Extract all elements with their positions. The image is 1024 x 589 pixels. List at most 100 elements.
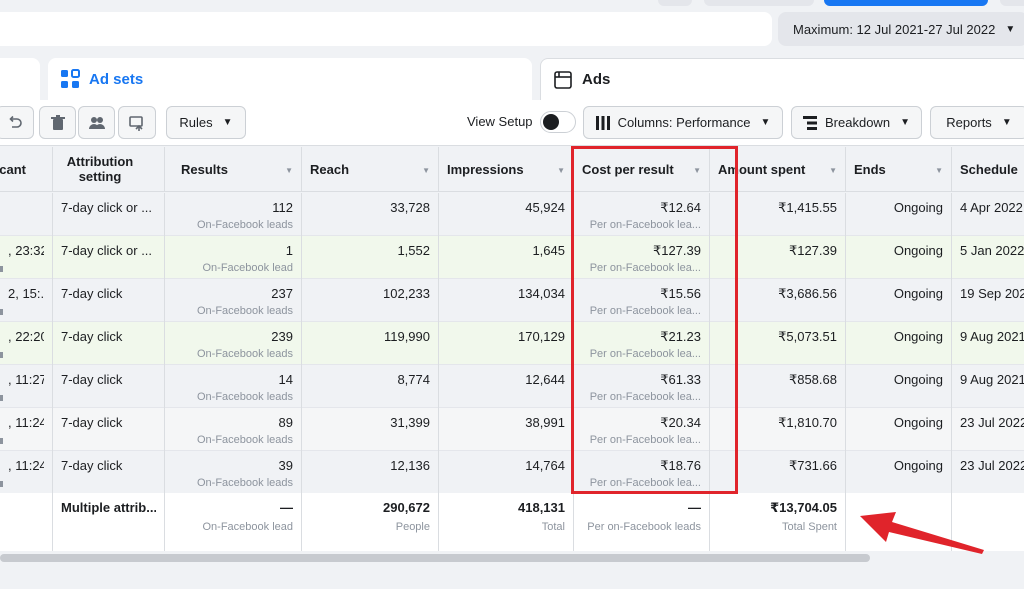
rules-button[interactable]: Rules ▼ bbox=[166, 106, 246, 139]
column-header-delivery[interactable]: cant bbox=[0, 147, 53, 192]
table-row[interactable]: , 22:20 7-day click 239 On-Facebook leads 11… bbox=[0, 322, 1024, 365]
caret-down-icon: ▼ bbox=[760, 117, 771, 128]
cell-value: 170,129 bbox=[518, 329, 565, 344]
column-header-impressions[interactable]: Impressions ▼ bbox=[439, 147, 574, 192]
cell-value: 239 bbox=[271, 329, 293, 344]
sort-icon[interactable]: ▼ bbox=[829, 166, 837, 175]
cell-subtext: On-Facebook leads bbox=[197, 477, 293, 489]
columns-label: Columns: Performance bbox=[617, 115, 751, 130]
cell-reach: 119,990 bbox=[302, 322, 439, 365]
column-header-schedule[interactable]: Schedule bbox=[952, 147, 1024, 192]
header-label: Amount spent bbox=[718, 161, 806, 177]
cell-left: 2, 15:... bbox=[0, 279, 53, 322]
cell-value: Ongoing bbox=[893, 200, 943, 215]
table-row[interactable]: , 11:24 7-day click 39 On-Facebook leads 12,… bbox=[0, 451, 1024, 494]
top-button[interactable] bbox=[1000, 0, 1024, 6]
tab-ad-sets[interactable]: Ad sets bbox=[48, 58, 532, 100]
columns-button[interactable]: Columns: Performance ▼ bbox=[583, 106, 783, 139]
header-label: cant bbox=[0, 161, 26, 177]
tab-campaigns[interactable] bbox=[0, 58, 40, 100]
cell-value: 7-day click bbox=[61, 415, 123, 430]
column-header-results[interactable]: Results ▼ bbox=[165, 147, 302, 192]
view-setup-toggle[interactable] bbox=[540, 111, 576, 133]
cell-left: , 11:24 bbox=[0, 451, 53, 494]
cell-value: ₹15.56 bbox=[660, 286, 701, 301]
reports-button[interactable]: Reports ▼ bbox=[930, 106, 1024, 139]
header-label: Schedule bbox=[960, 161, 1018, 177]
cell-schedule: 23 Jul 2022 bbox=[952, 408, 1024, 451]
totals-amount: ₹13,704.05 bbox=[770, 500, 837, 515]
breakdown-button[interactable]: Breakdown ▼ bbox=[791, 106, 922, 139]
export-button[interactable] bbox=[118, 106, 156, 139]
top-button[interactable] bbox=[658, 0, 692, 6]
cell-results: 237 On-Facebook leads bbox=[165, 279, 302, 322]
sort-icon[interactable]: ▼ bbox=[422, 166, 430, 175]
cell-value: 45,924 bbox=[525, 200, 565, 215]
cell-ends: Ongoing bbox=[846, 322, 952, 365]
date-range-picker[interactable]: Maximum: 12 Jul 2021-27 Jul 2022 ▼ bbox=[778, 12, 1024, 46]
delete-button[interactable] bbox=[39, 106, 76, 139]
table-row[interactable]: , 11:24 7-day click 89 On-Facebook leads 31,… bbox=[0, 408, 1024, 451]
cell-value: 33,728 bbox=[390, 200, 430, 215]
column-header-ends[interactable]: Ends ▼ bbox=[846, 147, 952, 192]
table-row[interactable]: 7-day click or ... 112 On-Facebook leads 33… bbox=[0, 193, 1024, 236]
cell-schedule: 5 Jan 2022 bbox=[952, 236, 1024, 279]
tab-ads[interactable]: Ads bbox=[540, 58, 1024, 100]
cell-subtext: On-Facebook leads bbox=[197, 391, 293, 403]
primary-button[interactable] bbox=[824, 0, 988, 6]
table-row[interactable]: , 23:32 7-day click or ... 1 On-Facebook le… bbox=[0, 236, 1024, 279]
cell-left: , 11:24 bbox=[0, 408, 53, 451]
top-strip bbox=[0, 0, 1024, 10]
cell-value: 7-day click bbox=[61, 372, 123, 387]
column-header-cost-per-result[interactable]: Cost per result ▼ bbox=[574, 147, 710, 192]
cell-value: 9 Aug 2021 bbox=[960, 329, 1024, 344]
cell-amount: ₹5,073.51 bbox=[710, 322, 846, 365]
cell-value: Ongoing bbox=[893, 415, 943, 430]
cell-value: 12,136 bbox=[390, 458, 430, 473]
cell-value: 14,764 bbox=[525, 458, 565, 473]
cell-amount: ₹731.66 bbox=[710, 451, 846, 494]
cell-subtext: Per on-Facebook lea... bbox=[589, 305, 701, 317]
row-marker bbox=[0, 395, 3, 401]
top-button[interactable] bbox=[704, 0, 814, 6]
cell-results: 14 On-Facebook leads bbox=[165, 365, 302, 408]
horizontal-scrollbar[interactable] bbox=[0, 554, 870, 562]
column-header-reach[interactable]: Reach ▼ bbox=[302, 147, 439, 192]
people-icon bbox=[88, 116, 105, 129]
cell-amount: ₹1,415.55 bbox=[710, 193, 846, 236]
column-header-amount-spent[interactable]: Amount spent ▼ bbox=[710, 147, 846, 192]
cell-reach: 33,728 bbox=[302, 193, 439, 236]
cell-value: Ongoing bbox=[893, 286, 943, 301]
cell-amount: ₹858.68 bbox=[710, 365, 846, 408]
cell-value: 23 Jul 2022 bbox=[960, 415, 1024, 430]
toolbar: Rules ▼ View Setup Columns: Performance … bbox=[0, 100, 1024, 146]
cell-reach: 31,399 bbox=[302, 408, 439, 451]
column-header-attribution[interactable]: Attribution setting bbox=[53, 147, 165, 192]
cell-value: 39 bbox=[278, 458, 293, 473]
sort-icon[interactable]: ▼ bbox=[935, 166, 943, 175]
cell-cost: ₹12.64 Per on-Facebook lea... bbox=[574, 193, 710, 236]
header-label: Attribution setting bbox=[66, 154, 134, 184]
table-row[interactable]: 2, 15:... 7-day click 237 On-Facebook leads… bbox=[0, 279, 1024, 322]
audience-button[interactable] bbox=[78, 106, 115, 139]
search-input[interactable] bbox=[0, 12, 772, 46]
ad-icon bbox=[553, 70, 573, 90]
totals-reach-sub: People bbox=[395, 521, 430, 533]
cell-cost: ₹15.56 Per on-Facebook lea... bbox=[574, 279, 710, 322]
cell-schedule: 23 Jul 2022 bbox=[952, 451, 1024, 494]
cell-value: 8,774 bbox=[397, 372, 430, 387]
cell-attribution: 7-day click or ... bbox=[53, 236, 165, 279]
table-row[interactable]: , 11:27 7-day click 14 On-Facebook leads 8,7… bbox=[0, 365, 1024, 408]
cell-left: , 23:32 bbox=[0, 236, 53, 279]
cell-left bbox=[0, 193, 53, 236]
sort-icon[interactable]: ▼ bbox=[557, 166, 565, 175]
page-background bbox=[0, 562, 1024, 589]
cell-ends: Ongoing bbox=[846, 451, 952, 494]
sort-icon[interactable]: ▼ bbox=[693, 166, 701, 175]
undo-button[interactable] bbox=[0, 106, 34, 139]
sort-icon[interactable]: ▼ bbox=[285, 166, 293, 175]
cell-attribution: 7-day click bbox=[53, 451, 165, 494]
cell-results: 112 On-Facebook leads bbox=[165, 193, 302, 236]
cell-subtext: On-Facebook leads bbox=[197, 348, 293, 360]
